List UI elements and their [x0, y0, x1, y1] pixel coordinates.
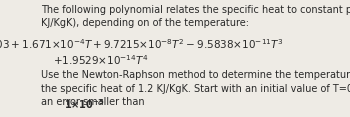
Text: The following polynomial relates the specific heat to constant pressure of dry a: The following polynomial relates the spe…: [41, 5, 350, 15]
Text: $\mathit{C_p} = 0.99403 + 1.671{\times}10^{-4}\mathit{T} + 9.7215{\times}10^{-8}: $\mathit{C_p} = 0.99403 + 1.671{\times}1…: [0, 38, 284, 54]
Text: the specific heat of 1.2 KJ/KgK. Start with an initial value of T=0 and get the : the specific heat of 1.2 KJ/KgK. Start w…: [41, 84, 350, 94]
Text: $+ 1.9529{\times}10^{-14}\mathit{T}^4$: $+ 1.9529{\times}10^{-14}\mathit{T}^4$: [53, 53, 148, 67]
Text: $\mathbf{1{\times}10^{-5}}$: $\mathbf{1{\times}10^{-5}}$: [64, 97, 104, 111]
Text: an error smaller than: an error smaller than: [41, 97, 148, 107]
Text: KJ/KgK), depending on of the temperature:: KJ/KgK), depending on of the temperature…: [41, 18, 249, 28]
Text: Use the Newton-Raphson method to determine the temperature that corresponds to: Use the Newton-Raphson method to determi…: [41, 70, 350, 80]
